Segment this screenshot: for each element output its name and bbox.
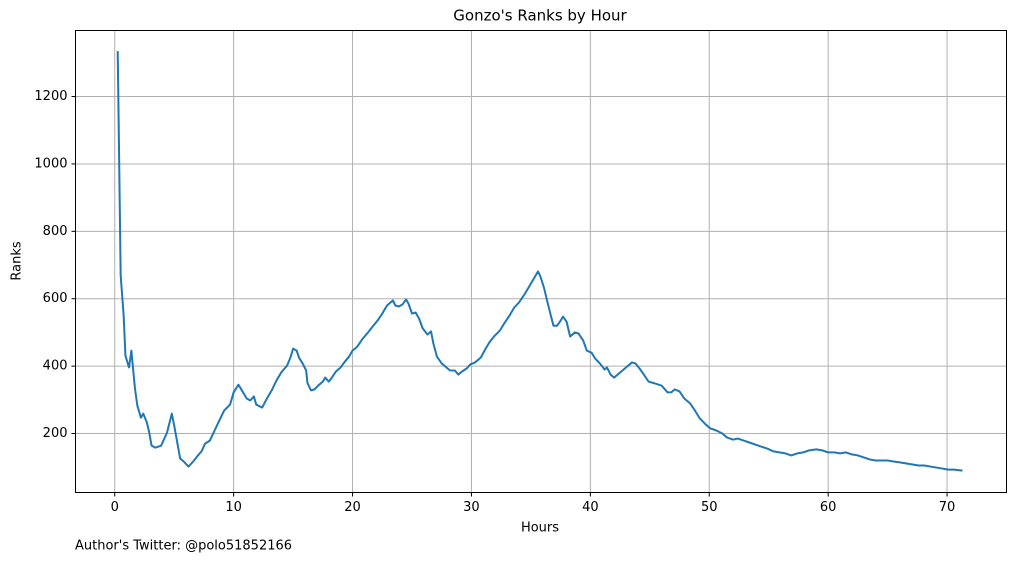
chart-title: Gonzo's Ranks by Hour — [453, 7, 627, 25]
x-tick-label: 70 — [939, 500, 956, 515]
x-tick-label: 50 — [701, 500, 718, 515]
y-tick-label: 200 — [43, 426, 68, 441]
grid: 0 10 20 30 40 50 60 70 200 400 600 800 1000 1200 — [34, 30, 1007, 515]
y-tick-label: 800 — [43, 224, 68, 239]
y-tick-label: 400 — [43, 359, 68, 374]
x-tick-label: 30 — [463, 500, 480, 515]
y-tick-label: 1000 — [34, 156, 67, 171]
footnote: Author's Twitter: @polo51852166 — [75, 539, 292, 554]
x-tick-label: 40 — [582, 500, 599, 515]
x-tick-label: 10 — [225, 500, 242, 515]
plot-frame — [75, 30, 1007, 493]
x-tick-label: 0 — [111, 500, 119, 515]
y-axis-label: Ranks — [10, 241, 25, 280]
x-tick-label: 60 — [820, 500, 837, 515]
plot — [116, 51, 963, 472]
x-tick-label: 20 — [344, 500, 361, 515]
y-tick-label: 1200 — [34, 89, 67, 104]
line — [116, 51, 963, 472]
y-tick-label: 600 — [43, 291, 68, 306]
x-axis-label: Hours — [521, 521, 559, 536]
